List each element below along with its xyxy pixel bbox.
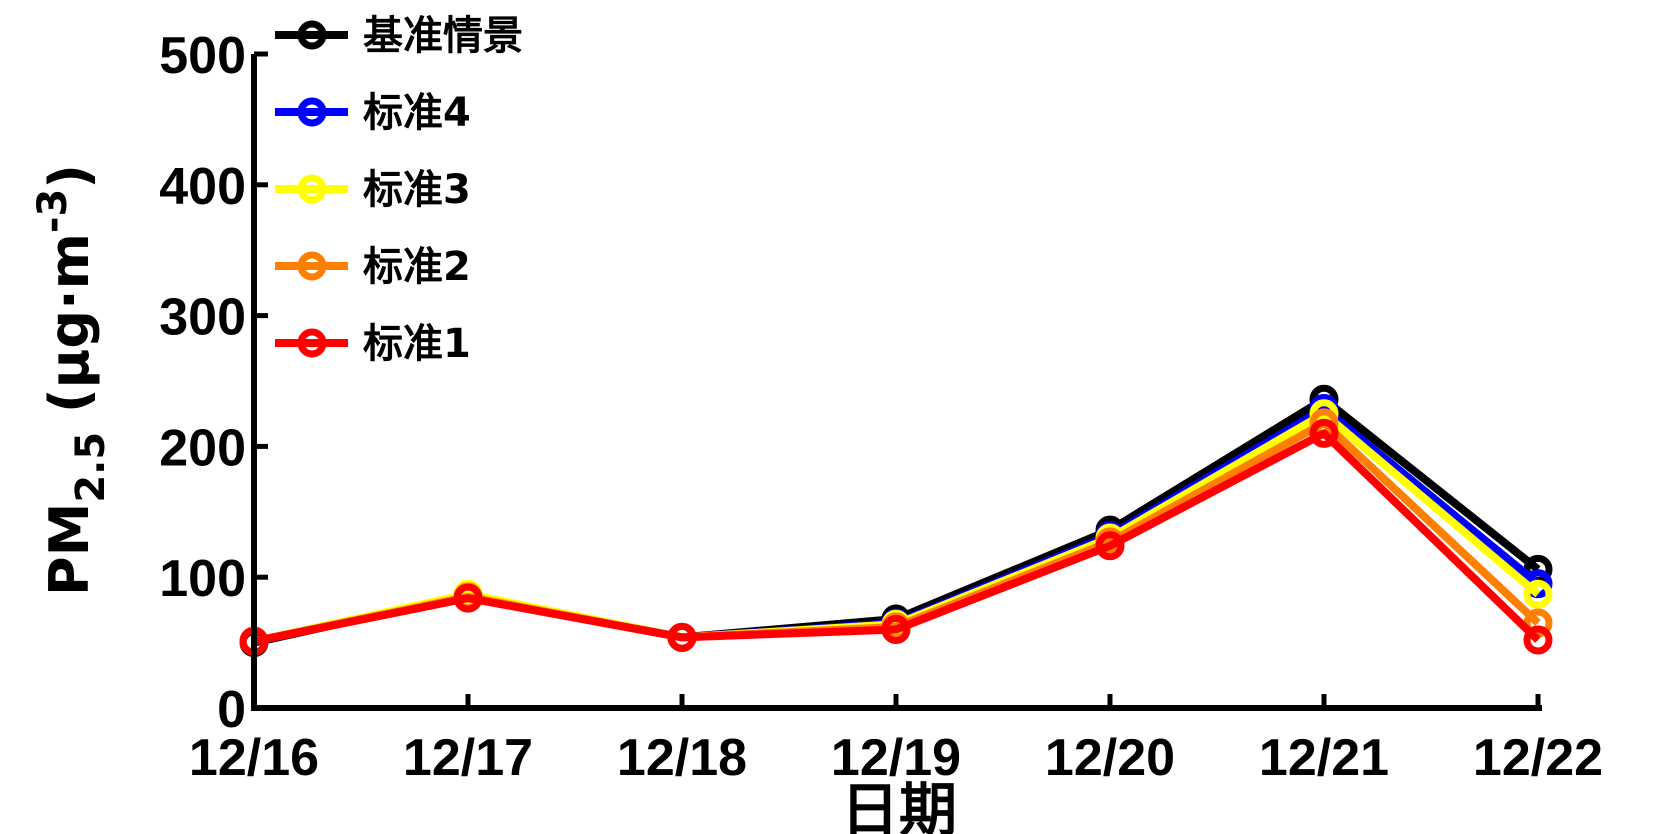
data-point: [1095, 531, 1125, 561]
y-axis-title-subscript: 2.5: [68, 432, 114, 503]
data-point: [453, 583, 483, 613]
legend-label: 标准3: [363, 167, 471, 213]
data-point: [1523, 579, 1553, 609]
x-axis-ticks: 12/16 12/17 12/18 12/19 12/20 12/21 12/22: [189, 694, 1603, 787]
data-point: [1523, 608, 1553, 638]
legend-item: 标准4: [275, 90, 471, 136]
x-tick-label: 12/21: [1259, 729, 1389, 787]
y-tick-label: 500: [159, 27, 246, 85]
x-tick-label: 12/22: [1473, 729, 1603, 787]
y-tick-label: 200: [159, 419, 246, 477]
series-line: [253, 429, 1541, 646]
legend-label: 标准1: [363, 321, 471, 367]
y-tick-label: 0: [217, 681, 246, 739]
y-tick-label: 400: [159, 158, 246, 216]
legend-item: 标准1: [275, 321, 471, 367]
legend-swatch-marker: [297, 328, 327, 358]
data-point: [667, 622, 697, 652]
y-axis-ticks: 0 100 200 300 400 500: [159, 27, 268, 739]
data-point: [1309, 418, 1339, 448]
x-axis-title: 日期: [841, 776, 957, 834]
data-point: [1523, 625, 1553, 655]
legend-swatch-marker: [297, 97, 327, 127]
y-axis-title-superscript: -3: [30, 189, 76, 233]
y-tick-label: 300: [159, 289, 246, 347]
legend-label: 基准情景: [363, 13, 523, 59]
legend-item: 标准3: [275, 167, 471, 213]
y-axis-title-unit: (μg·m: [38, 233, 101, 432]
x-tick-label: 12/18: [617, 729, 747, 787]
x-tick-label: 12/16: [189, 729, 319, 787]
x-tick-label: 12/20: [1045, 729, 1175, 787]
x-tick-label: 12/17: [403, 729, 533, 787]
y-tick-label: 100: [159, 550, 246, 608]
data-point: [881, 615, 911, 645]
series-5: [239, 418, 1553, 656]
plot-area: [239, 384, 1553, 658]
legend-swatch-marker: [297, 20, 327, 50]
y-axis-title-suffix: ): [38, 164, 101, 189]
legend-label: 标准4: [363, 90, 471, 136]
legend-swatch-marker: [297, 174, 327, 204]
x-tick-label: 12/19: [831, 729, 961, 787]
legend-item: 基准情景: [275, 13, 523, 59]
svg-text:PM2.5 (μg·m-3): PM2.5 (μg·m-3): [30, 164, 114, 596]
y-axis-title-main: PM: [38, 503, 101, 596]
y-axis-title: PM2.5 (μg·m-3): [30, 164, 114, 596]
legend-item: 标准2: [275, 244, 471, 290]
legend-swatch-marker: [297, 251, 327, 281]
legend-label: 标准2: [363, 244, 471, 290]
